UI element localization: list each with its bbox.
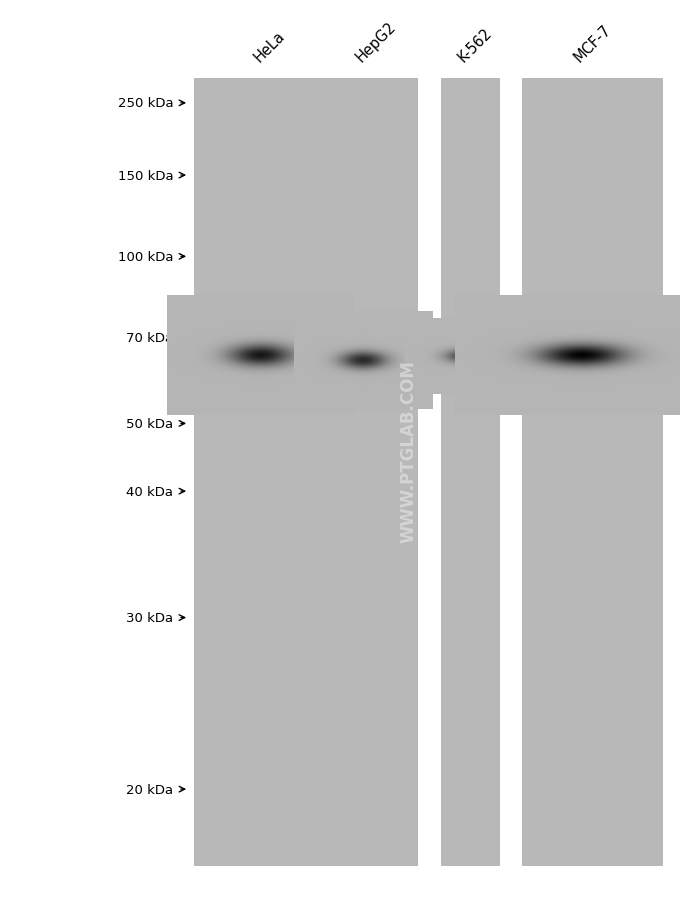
Text: K-562: K-562 <box>455 25 495 65</box>
Bar <box>522 79 663 866</box>
Text: 150 kDa: 150 kDa <box>118 170 173 182</box>
Text: MCF-7: MCF-7 <box>571 22 614 65</box>
Text: 30 kDa: 30 kDa <box>126 612 173 624</box>
Bar <box>441 79 500 866</box>
Bar <box>194 79 418 866</box>
Text: 70 kDa: 70 kDa <box>126 332 173 345</box>
Text: 100 kDa: 100 kDa <box>118 251 173 263</box>
Text: WWW.PTGLAB.COM: WWW.PTGLAB.COM <box>399 360 417 542</box>
Text: HepG2: HepG2 <box>353 19 399 65</box>
Text: 40 kDa: 40 kDa <box>126 485 173 498</box>
Text: 20 kDa: 20 kDa <box>126 783 173 796</box>
Text: 250 kDa: 250 kDa <box>118 97 173 110</box>
Text: 50 kDa: 50 kDa <box>126 418 173 430</box>
Text: HeLa: HeLa <box>251 28 288 65</box>
